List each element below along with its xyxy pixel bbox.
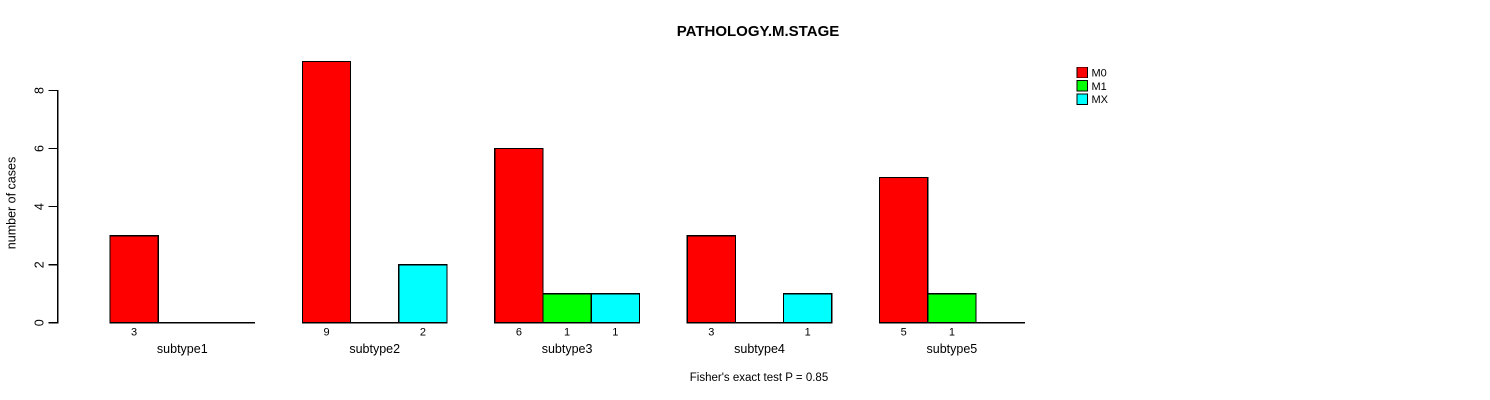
bar-group-subtype2: 9 2 subtype2 <box>301 60 448 356</box>
bar-M0-subtype1 <box>109 235 159 324</box>
bar-groups: 3 subtype1 9 2 subtype2 6 1 1 subtype3 3 1 subtype4… <box>109 60 1025 356</box>
bar-MX-subtype4 <box>782 293 833 324</box>
legend-swatch-M1 <box>1076 80 1088 92</box>
y-tick-label: 6 <box>33 145 47 152</box>
bar-value-label: 1 <box>949 327 955 339</box>
bar-M0-subtype4 <box>686 235 737 324</box>
legend-label: M0 <box>1092 68 1107 80</box>
chart-footnote: Fisher's exact test P = 0.85 <box>690 372 828 384</box>
category-label: subtype5 <box>927 342 978 356</box>
bar-value-label: 2 <box>420 327 426 339</box>
bar-M0-subtype3 <box>494 147 544 324</box>
bar-value-label: 1 <box>564 327 570 339</box>
bar-group-subtype5: 5 1 subtype5 <box>878 177 1025 356</box>
bar-value-label: 9 <box>323 327 329 339</box>
bar-value-label: 1 <box>805 327 811 339</box>
category-label: subtype1 <box>157 342 208 356</box>
legend-swatch-MX <box>1076 93 1088 105</box>
chart-title: PATHOLOGY.M.STAGE <box>677 23 840 40</box>
bar-MX-subtype2 <box>398 264 448 324</box>
legend-label: M1 <box>1092 81 1107 93</box>
bar-value-label: 3 <box>708 327 714 339</box>
bar-value-label: 1 <box>612 327 618 339</box>
bar-MX-subtype3 <box>590 293 641 324</box>
legend-swatch-M0 <box>1076 66 1088 79</box>
category-label: subtype3 <box>542 342 593 356</box>
bar-M1-subtype5 <box>927 293 977 324</box>
bar-group-subtype4: 3 1 subtype4 <box>686 235 833 356</box>
y-tick-label: 2 <box>33 261 47 268</box>
bar-M0-subtype5 <box>878 177 929 324</box>
y-tick-label: 4 <box>33 203 47 210</box>
category-label: subtype4 <box>734 342 785 356</box>
bar-group-subtype3: 6 1 1 subtype3 <box>494 147 641 356</box>
bar-value-label: 5 <box>901 327 907 339</box>
legend-label: MX <box>1092 94 1109 106</box>
category-label: subtype2 <box>349 342 400 356</box>
bar-group-subtype1: 3 subtype1 <box>109 235 256 356</box>
y-tick-label: 8 <box>33 87 47 94</box>
y-axis-label: number of cases <box>5 157 19 249</box>
y-axis: 0 2 4 6 8 <box>33 87 59 326</box>
y-tick-label: 0 <box>33 319 47 326</box>
bar-M0-subtype2 <box>301 60 352 324</box>
bar-M1-subtype3 <box>542 293 592 324</box>
bar-value-label: 6 <box>516 327 522 339</box>
bar-value-label: 3 <box>131 327 137 339</box>
